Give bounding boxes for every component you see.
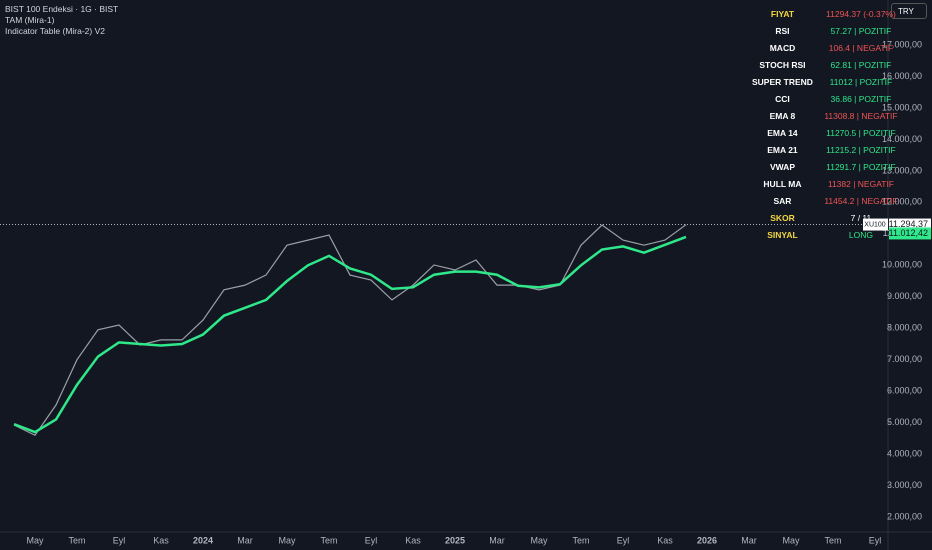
x-tick-label: May	[278, 535, 296, 545]
table-row: CCI 36.86 | POZITIF	[748, 90, 905, 107]
price-label-box	[863, 218, 888, 231]
row-value: 11294.37 (-0.37%)	[826, 8, 896, 19]
x-tick-label: Mar	[237, 535, 253, 545]
x-tick-label: Tem	[572, 535, 589, 545]
row-label: EMA 14	[767, 127, 798, 138]
row-label: RSI	[775, 25, 790, 36]
y-tick-label: 3.000,00	[887, 480, 922, 490]
row-label: SKOR	[770, 212, 795, 223]
header: BIST 100 Endeksi · 1G · BIST TAM (Mira-1…	[5, 4, 118, 37]
symbol-title: BIST 100 Endeksi · 1G · BIST	[5, 4, 119, 14]
y-tick-label: 2.000,00	[887, 511, 922, 521]
row-label: SINYAL	[767, 229, 798, 240]
row-value: 11382 | NEGATIF	[827, 178, 894, 189]
y-tick-label: 9.000,00	[887, 291, 922, 301]
table-row: SUPER TREND 11012 | POZITIF	[748, 73, 905, 90]
x-tick-label: Tem	[68, 535, 85, 545]
row-value: 57.27 | POZITIF	[830, 25, 892, 36]
row-value: 11215.2 | POZITIF	[826, 144, 896, 155]
row-value: 7 / 11	[850, 212, 872, 223]
x-tick-label: Kas	[657, 535, 673, 545]
x-tick-label: Tem	[824, 535, 841, 545]
x-tick-label: Kas	[153, 535, 169, 545]
row-value: LONG	[848, 229, 873, 240]
table-row: STOCH RSI 62.81 | POZITIF	[748, 56, 905, 73]
y-tick-label: 5.000,00	[887, 417, 922, 427]
table-row: MACD 106.4 | NEGATIF	[748, 39, 905, 56]
price-label-name: XU100	[864, 221, 886, 228]
indicator-name: Indicator Table (Mira-2) V2	[5, 26, 105, 36]
table-row: EMA 21 11215.2 | POZITIF	[748, 141, 905, 158]
series-line	[13, 235, 687, 434]
table-row: VWAP 11291.7 | POZITIF	[748, 158, 905, 175]
row-value: 106.4 | NEGATIF	[828, 42, 894, 53]
row-label: FIYAT	[770, 8, 795, 19]
row-label: SAR	[773, 195, 792, 206]
y-tick-label: 16.000,00	[882, 71, 922, 81]
y-tick-label: 17.000,00	[882, 39, 922, 49]
indicator-table: FIYAT 11294.37 (-0.37%) RSI 57.27 | POZITIF…	[748, 5, 905, 243]
row-value: 62.81 | POZITIF	[830, 59, 892, 70]
row-label: STOCH RSI	[759, 59, 806, 70]
row-value: 11308.8 | NEGATIF	[824, 110, 898, 121]
y-tick-label: 12.000,00	[882, 197, 922, 207]
row-label: EMA 8	[769, 110, 796, 121]
x-tick-label: Eyl	[365, 535, 378, 545]
series-line	[13, 224, 687, 436]
row-label: VWAP	[769, 161, 795, 172]
row-label: CCI	[775, 93, 790, 104]
table-row: RSI 57.27 | POZITIF	[748, 22, 905, 39]
x-tick-label: Mar	[741, 535, 757, 545]
x-tick-label: Mar	[489, 535, 505, 545]
x-tick-label: 2026	[697, 535, 717, 545]
x-tick-label: 2025	[445, 535, 465, 545]
row-label: MACD	[769, 42, 796, 53]
price-label: 11.294,37	[889, 219, 928, 229]
row-label: HULL MA	[763, 178, 802, 189]
ema-label-box	[889, 227, 931, 240]
x-tick-label: Eyl	[113, 535, 126, 545]
x-tick-label: Tem	[320, 535, 337, 545]
row-value: 11012 | POZITIF	[829, 76, 893, 87]
table-row: EMA 8 11308.8 | NEGATIF	[748, 107, 905, 124]
x-tick-label: 2024	[193, 535, 213, 545]
row-label: SUPER TREND	[752, 76, 813, 87]
y-tick-label: 8.000,00	[887, 323, 922, 333]
y-tick-label: 14.000,00	[882, 134, 922, 144]
y-tick-label: 15.000,00	[882, 102, 922, 112]
indicator-name: TAM (Mira-1)	[5, 15, 55, 25]
y-tick-label: 7.000,00	[887, 354, 922, 364]
x-tick-label: Eyl	[869, 535, 882, 545]
y-tick-label: 13.000,00	[882, 165, 922, 175]
x-tick-label: May	[782, 535, 800, 545]
row-label: EMA 21	[767, 144, 798, 155]
table-row: FIYAT 11294.37 (-0.37%)	[748, 5, 905, 22]
row-value: 11291.7 | POZITIF	[826, 161, 896, 172]
x-tick-label: Eyl	[617, 535, 630, 545]
x-tick-label: May	[530, 535, 548, 545]
table-row: SINYAL LONG	[748, 226, 905, 243]
table-row: EMA 14 11270.5 | POZITIF	[748, 124, 905, 141]
table-row: HULL MA 11382 | NEGATIF	[748, 175, 905, 192]
y-tick-label: 6.000,00	[887, 386, 922, 396]
x-tick-label: Kas	[405, 535, 421, 545]
table-row: SKOR 7 / 11	[748, 209, 905, 226]
row-value: 11270.5 | POZITIF	[826, 127, 896, 138]
ema-label: 11.012,42	[889, 228, 928, 238]
row-value: 11454.2 | NEGATIF	[824, 195, 898, 206]
x-tick-label: May	[26, 535, 44, 545]
y-tick-label: 10.000,00	[882, 260, 922, 270]
row-value: 36.86 | POZITIF	[830, 93, 892, 104]
table-row: SAR 11454.2 | NEGATIF	[748, 192, 905, 209]
currency-button[interactable]: TRY	[891, 3, 927, 19]
y-tick-label: 4.000,00	[887, 448, 922, 458]
